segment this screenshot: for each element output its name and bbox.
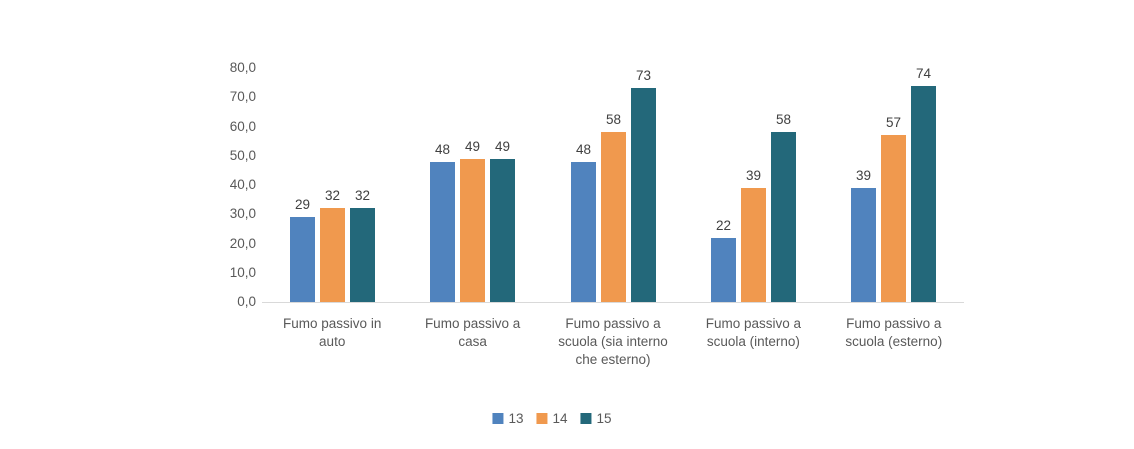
bar-value-label: 58 <box>775 112 792 127</box>
bar-value-label: 32 <box>354 188 371 203</box>
bar-value-label: 22 <box>715 218 732 233</box>
bar-value-label: 48 <box>575 142 592 157</box>
legend-swatch-icon <box>580 413 592 424</box>
bar <box>881 135 906 302</box>
y-axis-tick-label: 10,0 <box>229 264 256 280</box>
legend: 13 14 15 <box>492 411 612 426</box>
x-axis-category-label: Fumo passivo in auto <box>283 316 382 349</box>
legend-item: 13 <box>492 411 523 426</box>
y-axis-tick-label: 50,0 <box>229 147 256 163</box>
bar-value-label: 39 <box>855 168 872 183</box>
bar-value-label: 29 <box>294 197 311 212</box>
bar-value-label: 58 <box>605 112 622 127</box>
bar-value-label: 32 <box>324 188 341 203</box>
bar <box>711 238 736 302</box>
y-axis-tick-label: 70,0 <box>229 89 256 105</box>
bar <box>851 188 876 302</box>
bar <box>741 188 766 302</box>
bar <box>601 132 626 302</box>
bar-value-label: 48 <box>434 142 451 157</box>
bar <box>771 132 796 302</box>
x-axis-category-label: Fumo passivo a scuola (interno) <box>705 316 802 349</box>
y-axis-tick-label: 40,0 <box>229 177 256 192</box>
y-axis-tick-label: 30,0 <box>229 206 256 222</box>
bar-value-label: 74 <box>915 66 932 81</box>
bar <box>460 159 485 302</box>
legend-swatch-icon <box>492 413 504 424</box>
x-axis-category-label: Fumo passivo a casa <box>424 316 521 349</box>
bar <box>571 162 596 302</box>
bar <box>290 217 315 302</box>
y-axis-tick-label: 80,0 <box>229 60 256 75</box>
y-axis-tick-label: 0,0 <box>237 294 256 309</box>
bar-value-label: 49 <box>494 139 511 154</box>
bar <box>631 88 656 302</box>
legend-item: 15 <box>580 411 612 426</box>
bar-value-label: 39 <box>745 168 762 183</box>
legend-label: 14 <box>552 411 568 426</box>
legend-label: 13 <box>508 411 524 426</box>
bar <box>911 86 936 302</box>
bar <box>430 162 455 302</box>
bar-value-label: 57 <box>885 115 902 130</box>
legend-label: 15 <box>596 411 612 426</box>
x-axis-line <box>262 302 964 303</box>
legend-item: 14 <box>536 411 568 426</box>
bar <box>350 208 375 302</box>
x-axis-category-label: Fumo passivo a scuola (esterno) <box>845 316 943 349</box>
bar-value-label: 73 <box>635 68 652 83</box>
bar-value-label: 49 <box>464 139 481 154</box>
y-axis-tick-label: 20,0 <box>229 235 256 251</box>
x-axis-category-label: Fumo passivo a scuola (sia interno che e… <box>558 316 668 367</box>
bar <box>320 208 345 302</box>
y-axis-tick-label: 60,0 <box>229 118 256 134</box>
legend-swatch-icon <box>536 413 548 424</box>
bar <box>490 159 515 302</box>
